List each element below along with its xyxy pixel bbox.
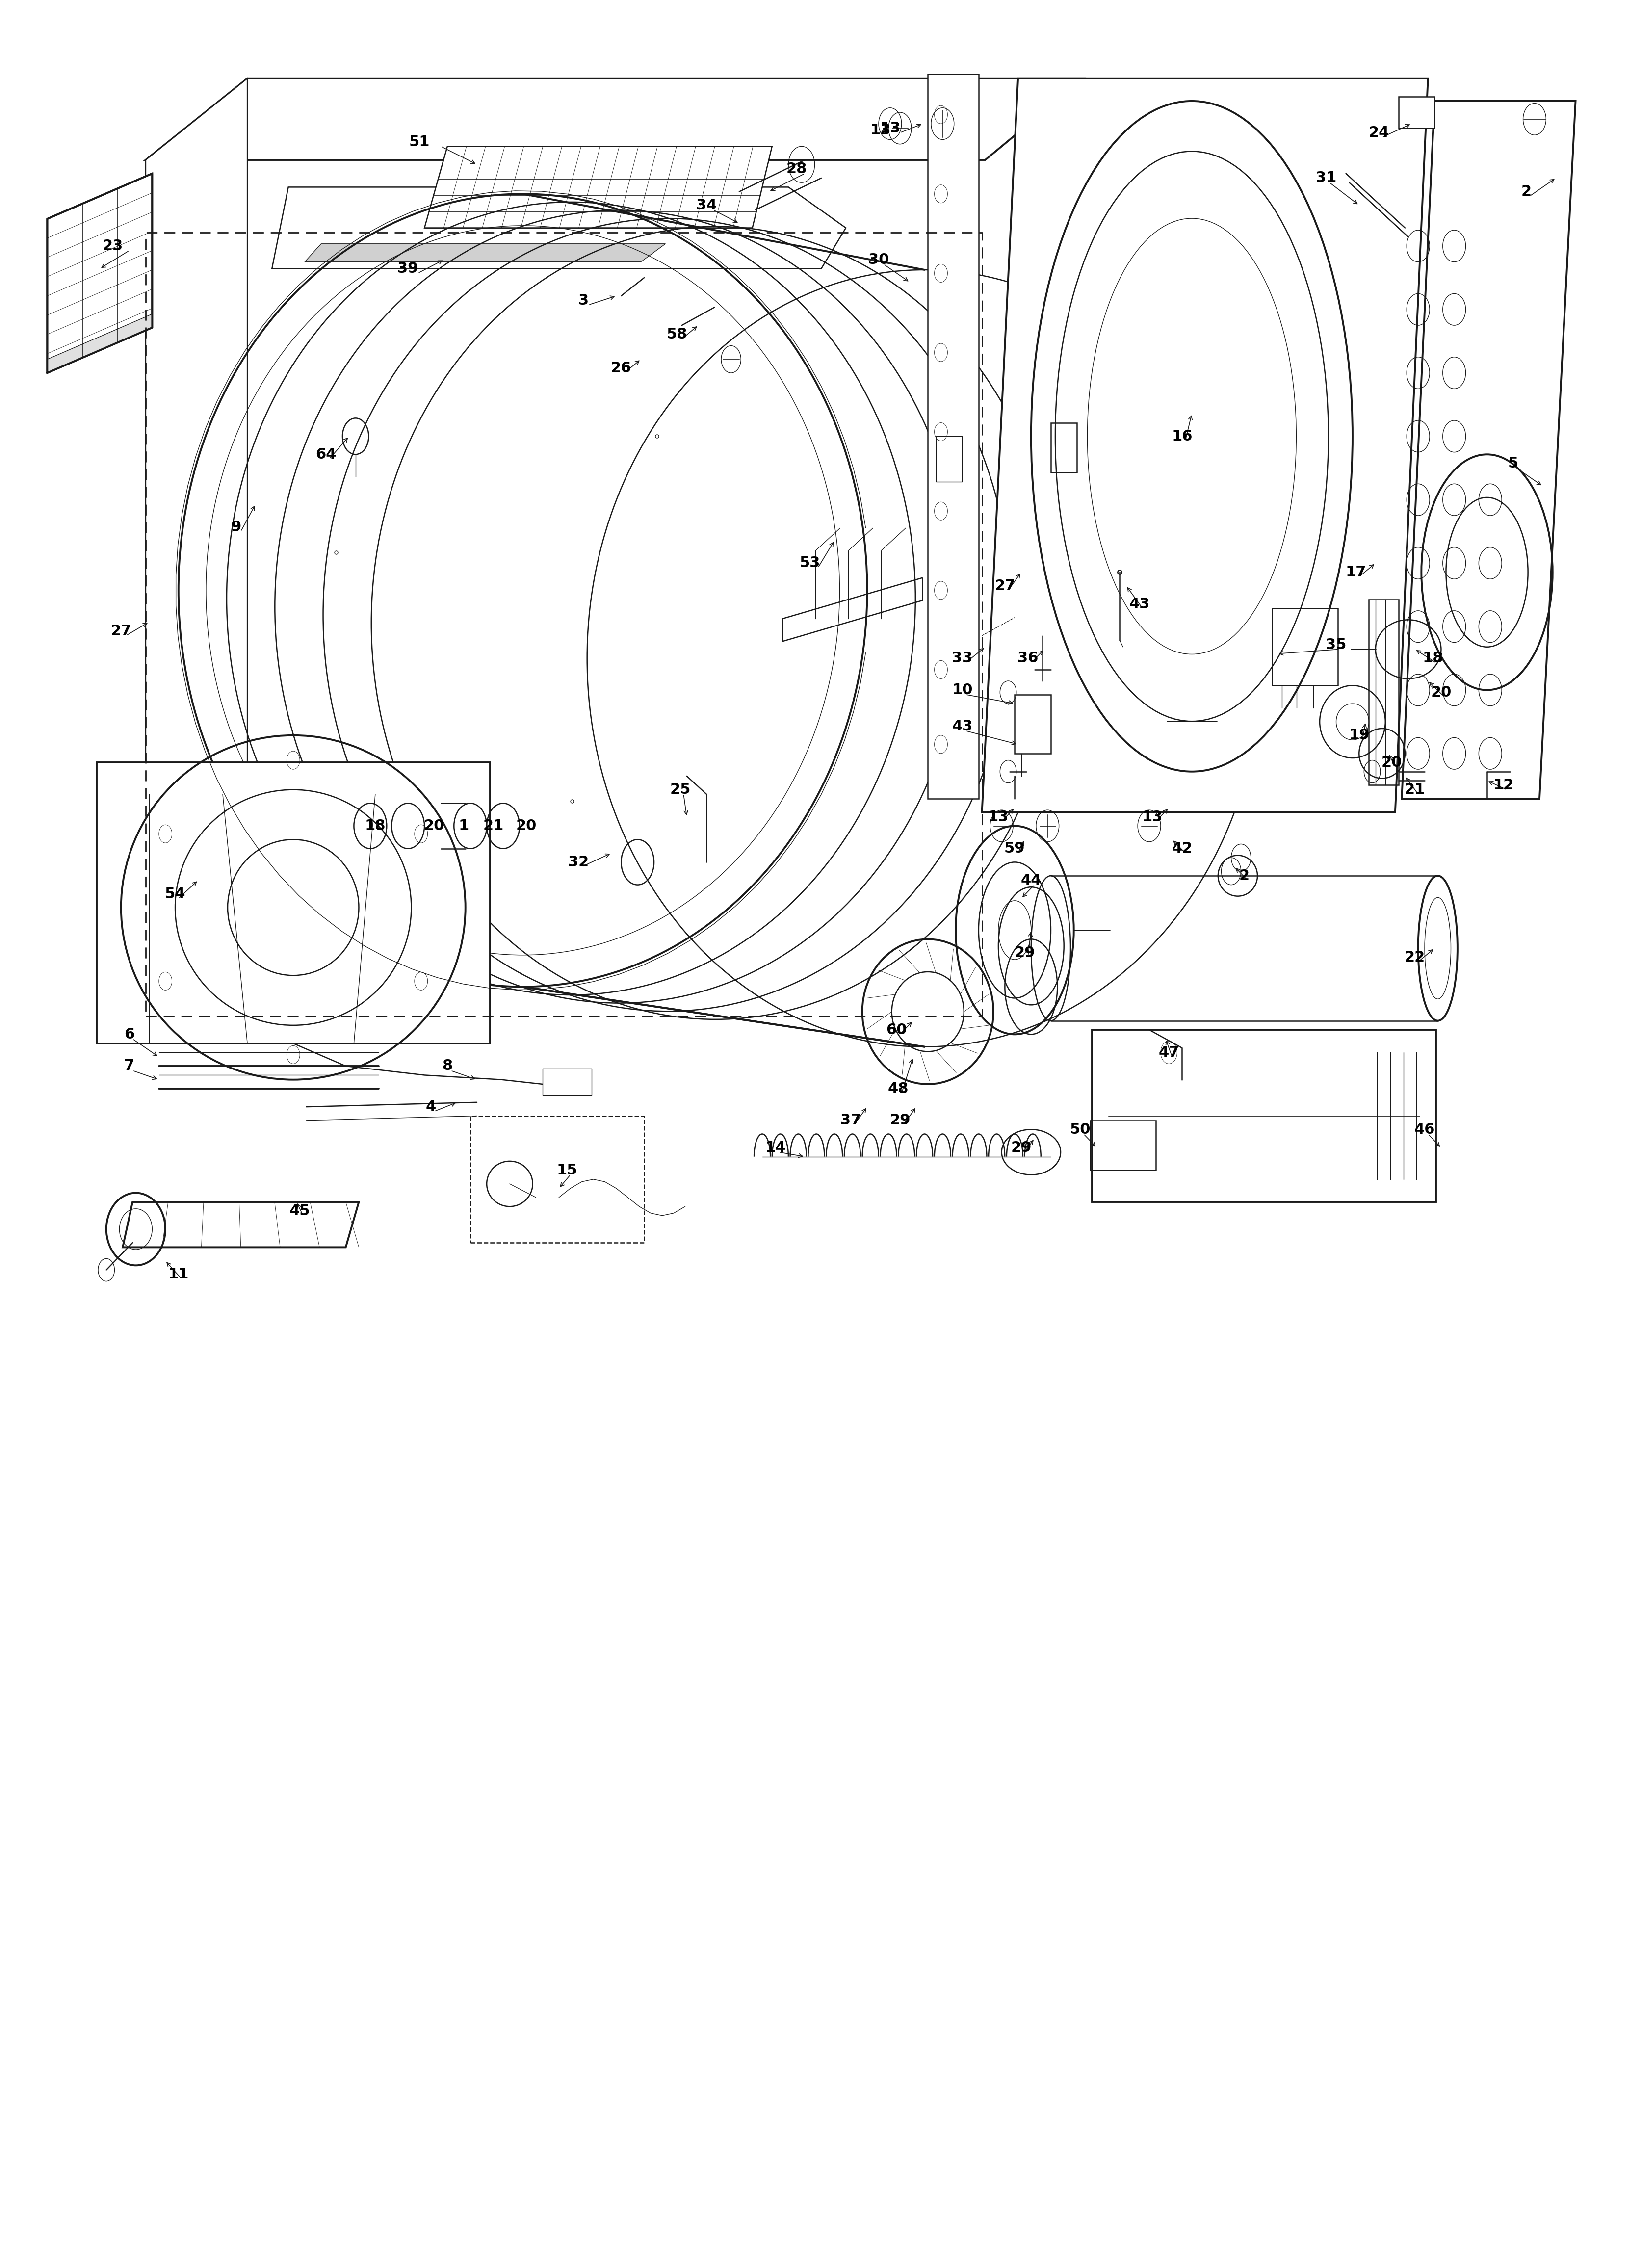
Text: 34: 34 [696,197,716,213]
Text: 25: 25 [670,782,690,796]
Text: 5: 5 [1507,456,1517,469]
Text: 4: 4 [425,1100,437,1114]
Text: 29: 29 [1013,946,1034,959]
Text: 58: 58 [667,327,686,342]
Text: 18: 18 [365,819,386,832]
Bar [542,1068,591,1095]
Text: 15: 15 [557,1163,578,1177]
Text: 46: 46 [1414,1123,1435,1136]
Text: 31: 31 [1315,170,1337,186]
Text: 8: 8 [442,1059,453,1073]
Text: 42: 42 [1171,841,1192,855]
Text: 21: 21 [483,819,504,832]
Text: 35: 35 [1325,637,1346,651]
Text: 23: 23 [102,238,123,254]
Text: 2: 2 [1238,869,1250,882]
Text: 20: 20 [1381,755,1402,769]
Bar [1273,608,1337,685]
Text: 37: 37 [841,1114,860,1127]
Text: 29: 29 [890,1114,910,1127]
Text: 11: 11 [167,1268,189,1281]
Bar [470,1116,644,1243]
Polygon shape [97,762,489,1043]
Text: 22: 22 [1404,950,1425,964]
Text: 44: 44 [1020,873,1041,887]
Text: 13: 13 [1141,810,1163,823]
Bar [1368,599,1397,785]
Text: 2: 2 [1520,184,1530,200]
Polygon shape [146,79,248,998]
Text: 14: 14 [765,1141,785,1154]
Text: 26: 26 [611,361,632,376]
Text: 28: 28 [787,161,806,177]
Text: 36: 36 [1016,651,1038,665]
Text: 10: 10 [952,683,972,696]
Polygon shape [424,147,772,227]
Polygon shape [305,243,665,261]
Text: 13: 13 [987,810,1008,823]
Text: 27: 27 [110,624,131,637]
Text: 64: 64 [315,447,337,460]
Text: 59: 59 [1003,841,1025,855]
Text: 24: 24 [1368,125,1389,141]
Text: 20: 20 [1430,685,1452,699]
Text: 1: 1 [458,819,470,832]
Text: 17: 17 [1345,565,1366,578]
Bar [1090,1120,1156,1170]
Text: 6: 6 [125,1027,135,1041]
Text: 45: 45 [289,1204,310,1218]
Bar [936,435,962,481]
Text: 13: 13 [870,122,890,138]
Polygon shape [982,79,1427,812]
Text: 21: 21 [1404,782,1425,796]
Text: 33: 33 [952,651,972,665]
Text: 29: 29 [1010,1141,1031,1154]
Text: 43: 43 [1128,596,1149,610]
Polygon shape [1397,98,1433,129]
Text: 19: 19 [1348,728,1369,742]
Text: 30: 30 [869,252,888,268]
Text: 50: 50 [1069,1123,1090,1136]
Polygon shape [928,75,979,798]
Text: 53: 53 [800,556,819,569]
Text: 3: 3 [578,293,588,308]
Text: 16: 16 [1171,429,1192,445]
Bar [1051,422,1077,472]
Polygon shape [123,1202,358,1247]
Text: 60: 60 [887,1023,906,1036]
Polygon shape [146,79,1084,161]
Text: 12: 12 [1493,778,1514,792]
Text: 7: 7 [125,1059,135,1073]
Bar [1092,1030,1435,1202]
Polygon shape [273,188,846,268]
Text: 18: 18 [1422,651,1443,665]
Text: 20: 20 [516,819,537,832]
Text: 13: 13 [880,120,900,136]
Polygon shape [48,313,153,372]
Text: 48: 48 [888,1082,908,1095]
Polygon shape [1401,102,1575,798]
Polygon shape [48,175,153,372]
Text: 54: 54 [164,887,186,900]
Text: 51: 51 [409,134,430,150]
Text: 9: 9 [230,519,241,533]
Text: 47: 47 [1158,1046,1179,1059]
Text: 39: 39 [397,261,419,277]
Text: 32: 32 [568,855,589,869]
Bar [1015,694,1051,753]
Text: 43: 43 [952,719,972,733]
Text: 27: 27 [995,578,1015,592]
Text: 20: 20 [424,819,445,832]
